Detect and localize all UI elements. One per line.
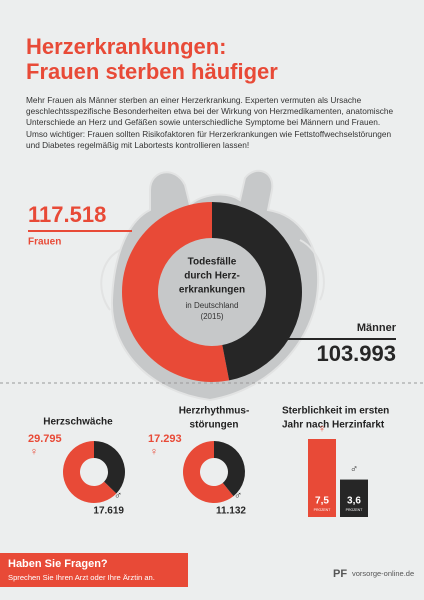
unit-label: PROZENT xyxy=(314,508,332,512)
logo: PF xyxy=(333,568,347,580)
donut-segment xyxy=(214,441,245,497)
donut-segment xyxy=(121,202,230,382)
donut-segment xyxy=(94,441,125,494)
chart-title: Sterblichkeit im ersten xyxy=(282,406,389,417)
website: vorsorge-online.de xyxy=(352,569,414,578)
category-label: Frauen xyxy=(28,237,61,248)
footer-box xyxy=(0,553,188,587)
chart-title: Herzschwäche xyxy=(43,417,113,428)
chart-title: Todesfälle xyxy=(188,257,237,268)
category-label: ♀ xyxy=(30,446,38,458)
value-label: 103.993 xyxy=(316,341,396,366)
value-label: 117.518 xyxy=(28,202,106,227)
category-label: ♂ xyxy=(234,490,242,502)
footer-question: Haben Sie Fragen? xyxy=(8,558,108,570)
intro-text: Mehr Frauen als Männer sterben an einer … xyxy=(26,95,394,150)
value-label: 29.795 xyxy=(28,433,62,445)
bar xyxy=(308,439,336,517)
donut-segment xyxy=(183,441,234,503)
chart-subtitle: in Deutschland xyxy=(186,301,239,310)
chart-title: Jahr nach Herzinfarkt xyxy=(282,420,385,431)
value-label: 11.132 xyxy=(216,506,246,517)
category-label: ♀ xyxy=(150,446,158,458)
chart-subtitle: (2015) xyxy=(200,312,223,321)
value-label: 17.619 xyxy=(93,506,124,517)
donut-segment xyxy=(212,202,302,381)
chart-title: durch Herz- xyxy=(184,271,240,282)
bar xyxy=(340,479,368,517)
chart-title: Herzrhythmus- xyxy=(179,406,250,417)
category-label: Männer xyxy=(357,322,397,334)
category-label: ♂ xyxy=(114,490,122,502)
value-label: 7,5 xyxy=(315,496,329,507)
title-line: Frauen sterben häufiger xyxy=(26,59,278,84)
chart-title: störungen xyxy=(190,420,239,431)
footer-advice: Sprechen Sie Ihren Arzt oder Ihre Ärztin… xyxy=(8,573,155,582)
title-line: Herzerkrankungen: xyxy=(26,34,227,59)
chart-title: erkrankungen xyxy=(179,285,245,296)
category-label: ♂ xyxy=(350,463,358,475)
value-label: 17.293 xyxy=(148,433,182,445)
unit-label: PROZENT xyxy=(346,508,364,512)
category-label: ♀ xyxy=(318,423,326,435)
donut-segment xyxy=(62,441,117,503)
value-label: 3,6 xyxy=(347,496,361,507)
